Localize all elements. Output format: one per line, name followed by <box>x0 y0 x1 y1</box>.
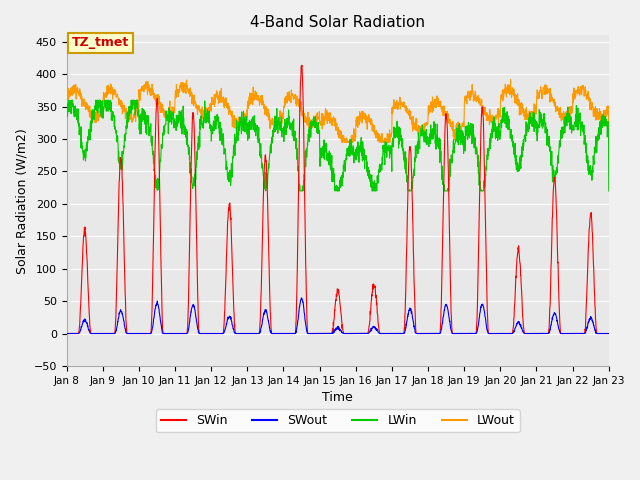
Legend: SWin, SWout, LWin, LWout: SWin, SWout, LWin, LWout <box>156 409 520 432</box>
X-axis label: Time: Time <box>323 391 353 404</box>
Y-axis label: Solar Radiation (W/m2): Solar Radiation (W/m2) <box>15 128 28 274</box>
Text: TZ_tmet: TZ_tmet <box>72 36 129 49</box>
Title: 4-Band Solar Radiation: 4-Band Solar Radiation <box>250 15 425 30</box>
